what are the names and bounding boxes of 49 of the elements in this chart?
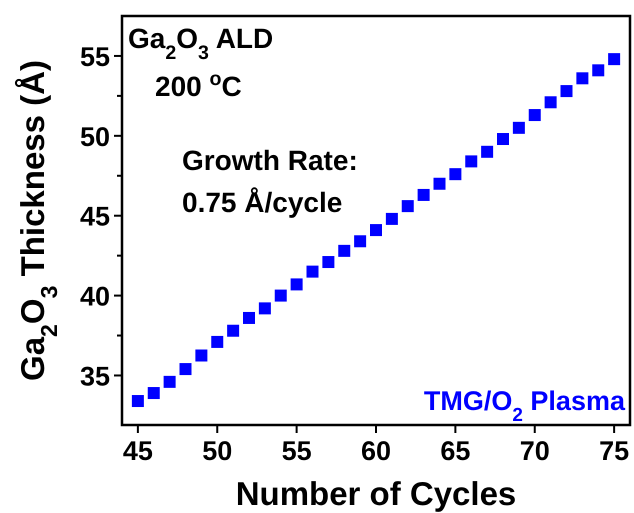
point [544, 96, 557, 108]
x-tick-label: 55 [282, 436, 312, 466]
point [512, 122, 525, 134]
x-tick-label: 70 [520, 436, 550, 466]
point [322, 256, 334, 268]
y-tick-label: 35 [80, 361, 110, 392]
point [608, 53, 620, 66]
y-tick-label: 45 [80, 202, 110, 232]
point [592, 64, 604, 76]
point [386, 212, 398, 225]
point [465, 155, 478, 168]
x-tick-label: 65 [440, 436, 470, 466]
x-axis-title: Number of Cycles [236, 475, 516, 512]
annotation: 0.75 Å/cycle [182, 187, 342, 218]
point [258, 302, 271, 314]
point [274, 290, 287, 302]
x-tick-label: 50 [202, 436, 232, 466]
y-tick-label: 50 [80, 122, 110, 152]
point [338, 244, 350, 257]
point [434, 178, 446, 190]
point [354, 235, 366, 248]
annotation: 200 $^{o}$C [155, 68, 242, 102]
point [449, 168, 462, 180]
point [227, 324, 240, 337]
point [164, 376, 176, 388]
point [418, 188, 430, 201]
x-tick-label: 45 [122, 436, 153, 466]
point [195, 350, 208, 362]
point [132, 395, 144, 408]
point [576, 72, 588, 84]
point [306, 266, 318, 278]
y-tick-label: 55 [80, 42, 110, 72]
annotation: Growth Rate: [182, 145, 358, 176]
point [497, 133, 509, 146]
x-tick-label: 75 [599, 436, 630, 466]
point [290, 278, 303, 290]
point [402, 200, 414, 212]
point [481, 146, 494, 158]
point [243, 312, 255, 324]
text: TMG/O$_{2}$ Plasma [424, 386, 626, 426]
y-tick-label: 40 [80, 282, 110, 312]
point [370, 224, 382, 236]
point [211, 336, 224, 348]
point [560, 85, 572, 98]
point [528, 109, 541, 122]
annotation: Ga$_{2}$O$_{3}$ ALD [128, 23, 274, 64]
point [180, 363, 192, 376]
point [148, 387, 160, 400]
x-tick-label: 60 [360, 436, 392, 466]
